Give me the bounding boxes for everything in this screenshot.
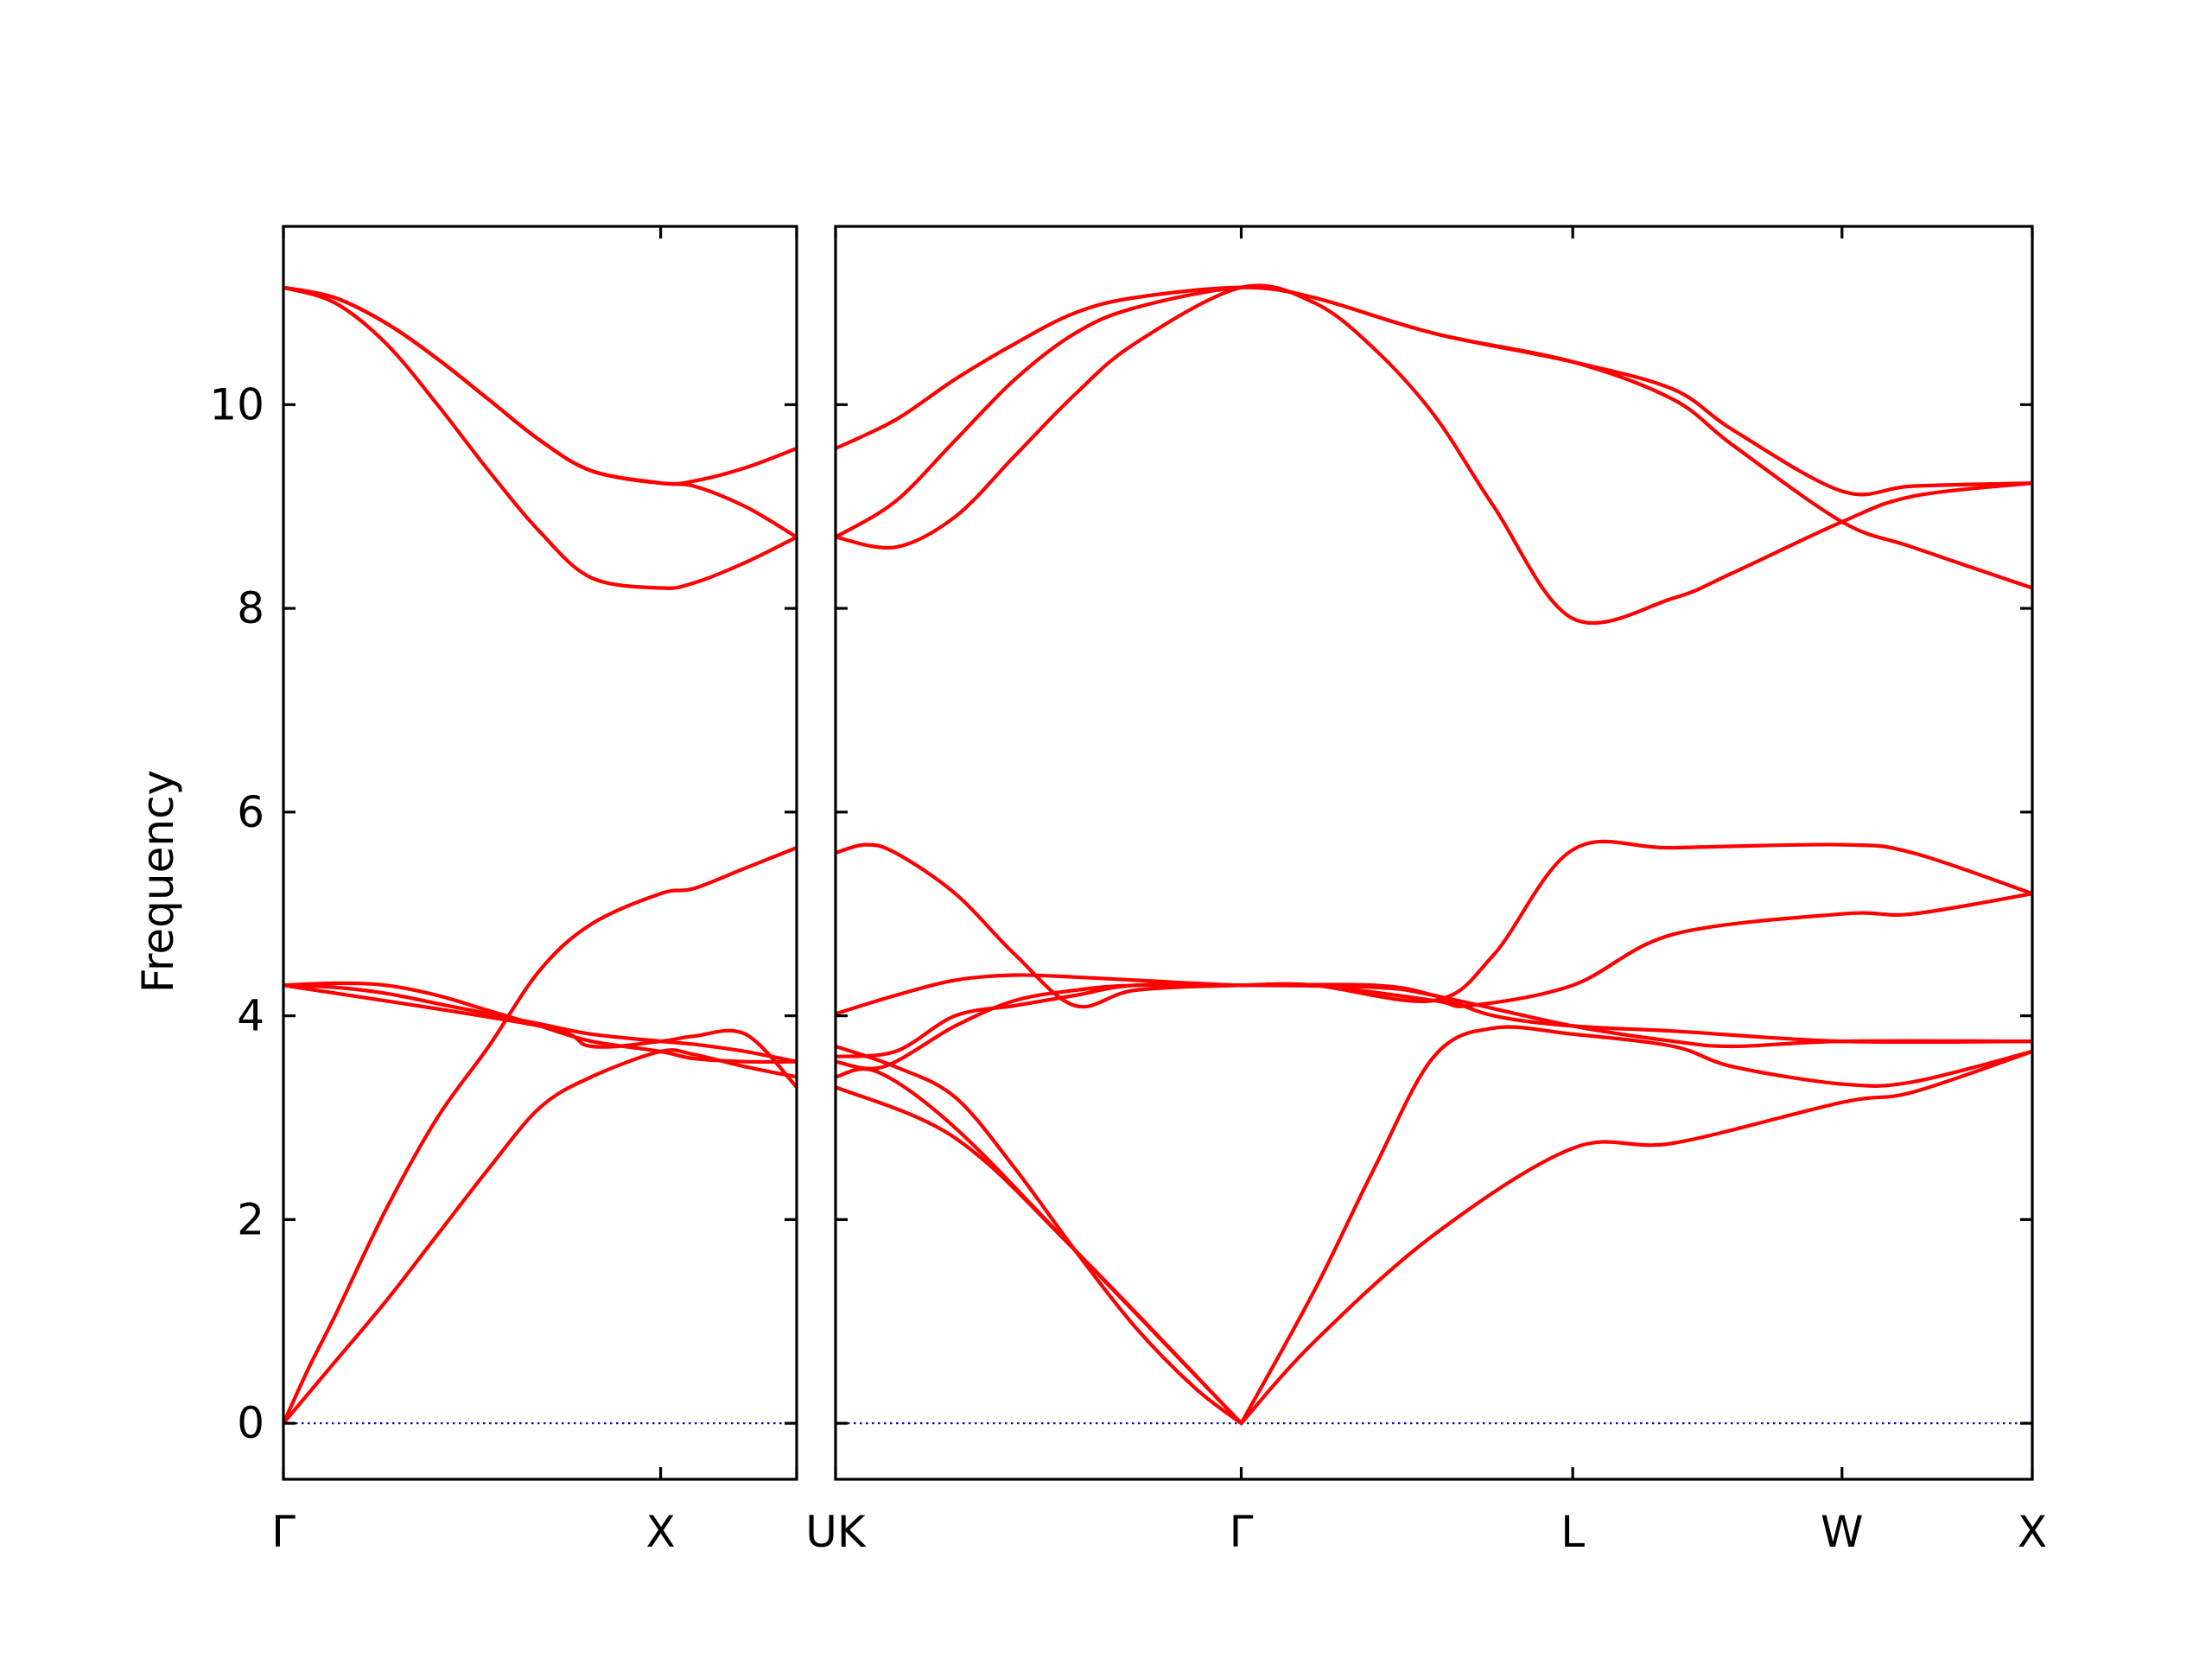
band-line-3 (283, 983, 797, 1064)
band-line-7 (836, 982, 2032, 1058)
band-line-6 (836, 982, 2032, 1071)
left-panel: 0 2 4 6 8 10 Γ X (209, 225, 798, 1557)
y-axis-label: Frequency (133, 770, 183, 993)
band-line-1 (836, 1044, 1243, 1426)
band-line-2 (836, 1067, 1243, 1426)
y-tick-label: 8 (237, 583, 264, 633)
x-tick-label: X (645, 1507, 675, 1557)
band-line-1 (283, 846, 797, 1426)
right-panel: UK Γ L W X (805, 225, 2047, 1557)
x-tick-label: L (1560, 1507, 1585, 1557)
y-tick-label: 6 (237, 787, 264, 837)
plot-frame (282, 225, 798, 1481)
band-line-12 (836, 285, 2032, 497)
x-tick-label: Γ (271, 1507, 296, 1557)
x-tick-label: UK (805, 1507, 867, 1557)
band-line-5 (283, 983, 797, 1090)
band-line-5 (1239, 1025, 2032, 1426)
y-tick-label: 10 (209, 379, 264, 429)
band-line-4 (1239, 1049, 2032, 1426)
band-line-3 (836, 1085, 1243, 1426)
y-tick-label: 4 (237, 991, 264, 1041)
band-line-8 (836, 892, 2032, 1016)
x-tick-label: Γ (1230, 1507, 1254, 1557)
y-tick-label: 2 (237, 1194, 264, 1244)
band-line-8 (283, 285, 797, 486)
band-line-2 (283, 1048, 797, 1426)
band-line-9 (836, 839, 2032, 1009)
plot-frame (834, 225, 2034, 1481)
band-line-7 (283, 285, 797, 539)
band-line-6 (283, 285, 797, 590)
x-tick-label: X (2018, 1507, 2047, 1557)
x-tick-label: W (1821, 1507, 1863, 1557)
band-line-10 (836, 283, 2032, 625)
y-tick-label: 0 (237, 1398, 264, 1448)
